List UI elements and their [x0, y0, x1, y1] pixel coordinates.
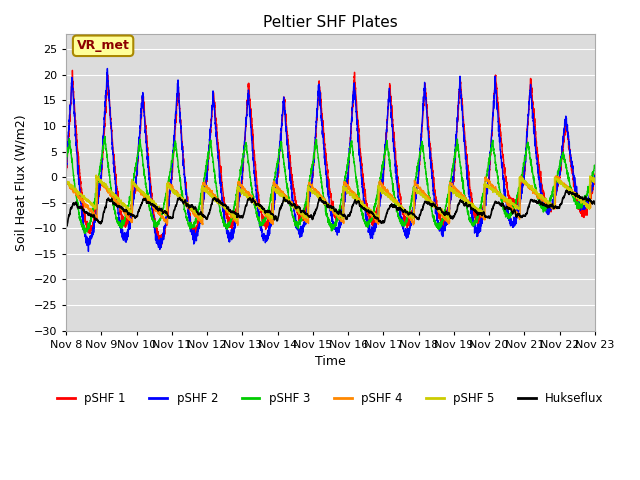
Title: Peltier SHF Plates: Peltier SHF Plates	[263, 15, 398, 30]
pSHF 4	[382, 187, 390, 193]
pSHF 5	[591, 179, 599, 185]
Hukseflux	[392, 203, 399, 209]
Y-axis label: Soil Heat Flux (W/m2): Soil Heat Flux (W/m2)	[15, 114, 28, 251]
pSHF 2	[591, 174, 599, 180]
pSHF 5	[92, 172, 100, 178]
pSHF 1	[158, 241, 166, 247]
pSHF 3	[101, 133, 109, 139]
Line: pSHF 2: pSHF 2	[66, 69, 595, 252]
Hukseflux	[591, 201, 598, 206]
pSHF 2	[84, 249, 92, 254]
Hukseflux	[541, 202, 548, 208]
Line: Hukseflux: Hukseflux	[66, 191, 595, 227]
pSHF 5	[392, 200, 399, 206]
Hukseflux	[591, 201, 599, 207]
pSHF 1	[210, 101, 218, 107]
Hukseflux	[563, 188, 570, 193]
pSHF 2	[176, 108, 184, 113]
pSHF 2	[62, 168, 70, 173]
pSHF 4	[591, 178, 599, 183]
Hukseflux	[176, 195, 184, 201]
pSHF 5	[62, 179, 70, 185]
Legend: pSHF 1, pSHF 2, pSHF 3, pSHF 4, pSHF 5, Hukseflux: pSHF 1, pSHF 2, pSHF 3, pSHF 4, pSHF 5, …	[52, 387, 609, 409]
pSHF 5	[382, 192, 390, 198]
Line: pSHF 4: pSHF 4	[66, 176, 595, 226]
pSHF 2	[392, 161, 399, 167]
Hukseflux	[62, 224, 70, 229]
pSHF 2	[591, 173, 598, 179]
pSHF 1	[591, 171, 599, 177]
pSHF 5	[210, 194, 218, 200]
pSHF 2	[541, 205, 548, 211]
pSHF 5	[176, 194, 184, 200]
Hukseflux	[382, 213, 390, 219]
pSHF 3	[62, 158, 70, 164]
Hukseflux	[210, 195, 218, 201]
pSHF 4	[210, 194, 218, 200]
pSHF 4	[591, 180, 598, 186]
pSHF 1	[591, 174, 598, 180]
X-axis label: Time: Time	[315, 355, 346, 368]
pSHF 4	[175, 192, 183, 198]
pSHF 1	[62, 170, 70, 176]
pSHF 4	[552, 173, 560, 179]
pSHF 1	[541, 196, 548, 202]
pSHF 4	[62, 181, 70, 187]
pSHF 4	[541, 199, 548, 205]
pSHF 3	[591, 164, 598, 169]
pSHF 1	[382, 135, 390, 141]
Line: pSHF 3: pSHF 3	[66, 136, 595, 233]
pSHF 1	[176, 106, 184, 111]
pSHF 3	[81, 230, 89, 236]
Line: pSHF 1: pSHF 1	[66, 71, 595, 244]
pSHF 2	[210, 100, 218, 106]
pSHF 3	[392, 201, 399, 207]
pSHF 3	[210, 168, 218, 174]
pSHF 5	[591, 179, 598, 185]
pSHF 4	[234, 223, 241, 228]
pSHF 1	[68, 68, 76, 73]
pSHF 1	[392, 149, 399, 155]
Hukseflux	[62, 223, 70, 229]
pSHF 5	[541, 195, 548, 201]
Line: pSHF 5: pSHF 5	[66, 175, 595, 221]
pSHF 3	[541, 204, 548, 209]
Text: VR_met: VR_met	[77, 39, 129, 52]
pSHF 3	[382, 144, 390, 150]
pSHF 3	[176, 172, 184, 178]
pSHF 4	[392, 198, 399, 204]
pSHF 2	[104, 66, 111, 72]
pSHF 2	[382, 131, 390, 137]
pSHF 3	[591, 163, 599, 169]
pSHF 5	[233, 218, 241, 224]
